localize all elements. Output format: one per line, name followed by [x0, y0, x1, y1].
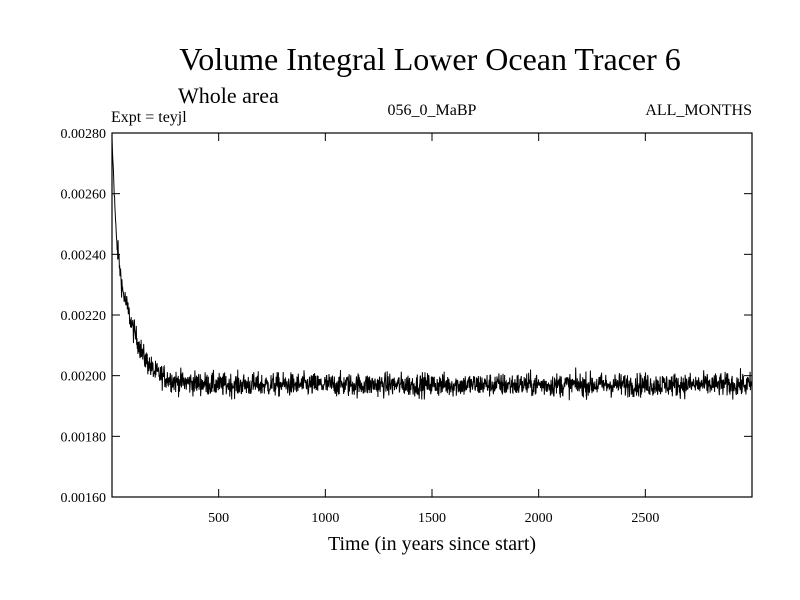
y-tick-label: 0.00160 — [61, 491, 107, 506]
experiment-label: Expt = teyjl — [111, 109, 187, 126]
y-tick-label: 0.00180 — [61, 430, 107, 445]
y-axis: 0.00160 0.00180 0.00200 0.00220 0.00240 0.002… — [61, 127, 752, 506]
x-axis-label: Time (in years since start) — [328, 533, 536, 555]
x-tick-label: 2500 — [631, 511, 659, 526]
series-line — [112, 137, 752, 401]
chart-title: Volume Integral Lower Ocean Tracer 6 — [179, 41, 680, 77]
x-tick-label: 1500 — [418, 511, 446, 526]
x-tick-label: 2000 — [525, 511, 553, 526]
x-tick-label: 1000 — [311, 511, 339, 526]
x-tick-label: 500 — [208, 511, 229, 526]
y-tick-label: 0.00280 — [61, 127, 107, 142]
period-label: 056_0_MaBP — [388, 102, 477, 119]
x-axis: 500 1000 1500 2000 2500 — [208, 133, 659, 526]
y-tick-label: 0.00260 — [61, 188, 107, 203]
chart-subtitle: Whole area — [178, 83, 279, 108]
y-tick-label: 0.00220 — [61, 309, 107, 324]
y-tick-label: 0.00200 — [61, 370, 107, 385]
plot-frame — [111, 132, 753, 498]
months-label: ALL_MONTHS — [645, 102, 752, 119]
y-tick-label: 0.00240 — [61, 248, 107, 263]
